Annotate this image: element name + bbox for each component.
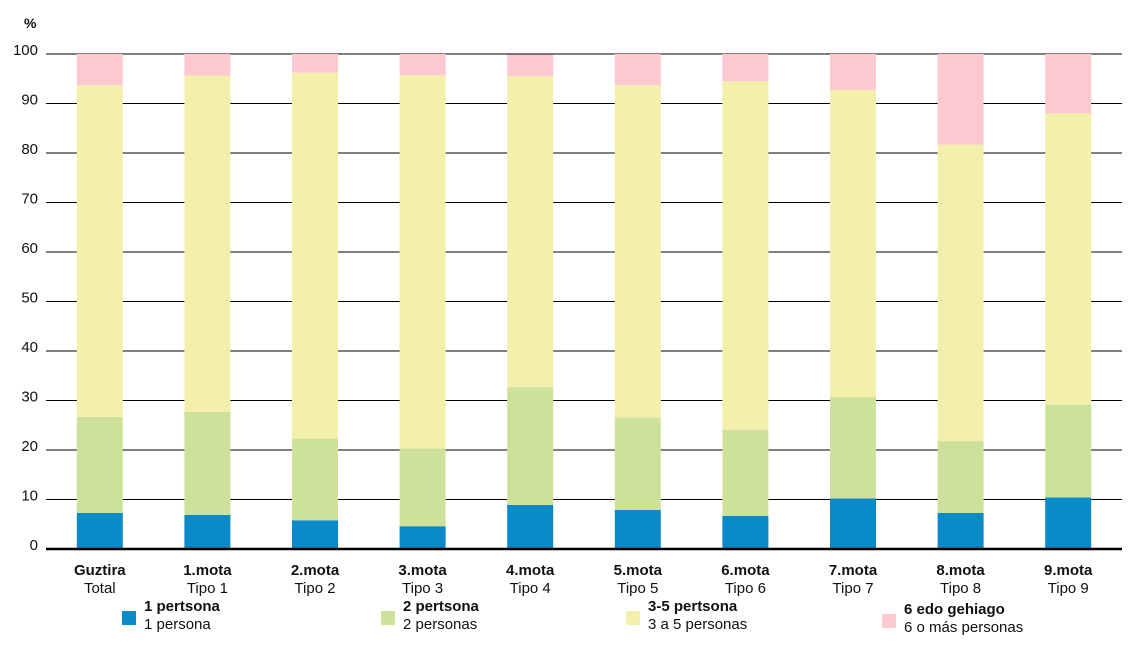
bar-segment-9-1 <box>1045 404 1092 498</box>
bar-segment-8-1 <box>937 441 984 513</box>
bar-segment-7-1 <box>830 397 876 499</box>
y-tick-label: 30 <box>21 389 38 406</box>
bar-segment-6-1 <box>722 429 769 516</box>
x-tick-label: 2.mota <box>291 562 340 579</box>
bar-segment-2-1 <box>292 438 338 521</box>
x-tick-label-secondary: Tipo 5 <box>617 580 658 597</box>
x-tick-label-secondary: Tipo 1 <box>187 580 228 597</box>
bar-segment-7-0 <box>830 498 876 549</box>
bar-segment-2-3 <box>292 54 338 73</box>
x-tick-label-secondary: Tipo 6 <box>725 580 766 597</box>
bar-segment-6-2 <box>722 81 769 430</box>
x-tick-label: 6.mota <box>721 562 770 579</box>
y-tick-label: 20 <box>21 438 38 455</box>
bar-segment-7-2 <box>830 90 876 398</box>
legend-item-1-persona: 1 pertsona 1 persona <box>122 598 220 634</box>
bar-segment-0-1 <box>76 416 123 513</box>
bar-segment-1-3 <box>184 54 231 76</box>
legend-label: 1 pertsona <box>144 598 220 615</box>
bar-segment-6-3 <box>722 54 769 82</box>
x-tick-label-secondary: Tipo 7 <box>832 580 873 597</box>
bar-segment-3-0 <box>399 526 446 549</box>
bar-segment-5-1 <box>614 417 661 510</box>
y-tick-label: 0 <box>30 537 38 554</box>
bar-segment-3-3 <box>399 54 446 76</box>
y-tick-label: 60 <box>21 240 38 257</box>
legend-swatch <box>381 611 395 625</box>
bar-segment-3-2 <box>399 75 446 449</box>
bar-segment-1-2 <box>184 75 231 412</box>
bar-segment-9-0 <box>1045 497 1092 549</box>
bar-segment-1-1 <box>184 411 231 515</box>
x-tick-label-secondary: Tipo 4 <box>510 580 551 597</box>
x-tick-label: 3.mota <box>398 562 447 579</box>
y-tick-label: 10 <box>21 488 38 505</box>
legend-swatch <box>626 611 640 625</box>
legend-label-es: 1 persona <box>144 616 211 633</box>
x-tick-label: 7.mota <box>829 562 878 579</box>
x-tick-label-secondary: Tipo 2 <box>294 580 335 597</box>
y-tick-label: 40 <box>21 339 38 356</box>
legend-item-2-persona: 2 pertsona 2 personas <box>381 598 479 634</box>
x-tick-label: 1.mota <box>183 562 232 579</box>
x-tick-label: 5.mota <box>614 562 663 579</box>
bar-segment-5-0 <box>614 509 661 549</box>
x-tick-label-secondary: Tipo 9 <box>1048 580 1089 597</box>
bar-segment-0-3 <box>76 54 123 86</box>
legend-label: 2 pertsona <box>403 598 479 615</box>
bar-segment-4-2 <box>507 76 554 388</box>
legend-swatch <box>122 611 136 625</box>
legend-label-es: 6 o más personas <box>904 619 1024 636</box>
legend-swatch <box>882 614 896 628</box>
bar-segment-8-2 <box>937 144 984 442</box>
bar-segment-5-2 <box>614 85 661 418</box>
bar-segment-3-1 <box>399 448 446 527</box>
bar-segment-2-2 <box>292 72 338 439</box>
legend-label-es: 3 a 5 personas <box>648 616 748 633</box>
bar-segment-4-3 <box>507 54 554 77</box>
bar-segment-4-1 <box>507 387 554 505</box>
bar-segment-1-0 <box>184 514 231 549</box>
bar-segment-0-0 <box>76 512 123 549</box>
legend-item-6-plus: 6 edo gehiago 6 o más personas <box>882 601 1023 637</box>
x-tick-label-secondary: Tipo 3 <box>402 580 443 597</box>
bar-segment-2-0 <box>292 520 338 549</box>
x-tick-label: 4.mota <box>506 562 555 579</box>
x-tick-label-secondary: Total <box>84 580 116 597</box>
legend-label: 6 edo gehiago <box>904 601 1005 618</box>
bar-segment-9-3 <box>1045 54 1092 114</box>
bar-segment-6-0 <box>722 515 769 549</box>
y-tick-label: 100 <box>13 42 38 59</box>
bar-segment-8-3 <box>937 54 984 145</box>
y-tick-label: 90 <box>21 92 38 109</box>
x-tick-label-secondary: Tipo 8 <box>940 580 981 597</box>
legend-item-3-5-persona: 3-5 pertsona 3 a 5 personas <box>626 598 747 634</box>
legend-label: 3-5 pertsona <box>648 598 738 615</box>
bar-segment-4-0 <box>507 504 554 549</box>
y-axis-label: % <box>24 15 37 31</box>
x-tick-label: 8.mota <box>936 562 985 579</box>
y-tick-label: 70 <box>21 191 38 208</box>
bar-segment-8-0 <box>937 512 984 549</box>
x-tick-label: Guztira <box>74 562 126 579</box>
y-tick-label: 50 <box>21 290 38 307</box>
legend-label-es: 2 personas <box>403 616 478 633</box>
x-tick-label: 9.mota <box>1044 562 1093 579</box>
bar-segment-0-2 <box>76 85 123 417</box>
y-tick-label: 80 <box>21 141 38 158</box>
bar-segment-9-2 <box>1045 113 1092 405</box>
bar-segment-5-3 <box>614 54 661 86</box>
bar-segment-7-3 <box>830 54 876 91</box>
